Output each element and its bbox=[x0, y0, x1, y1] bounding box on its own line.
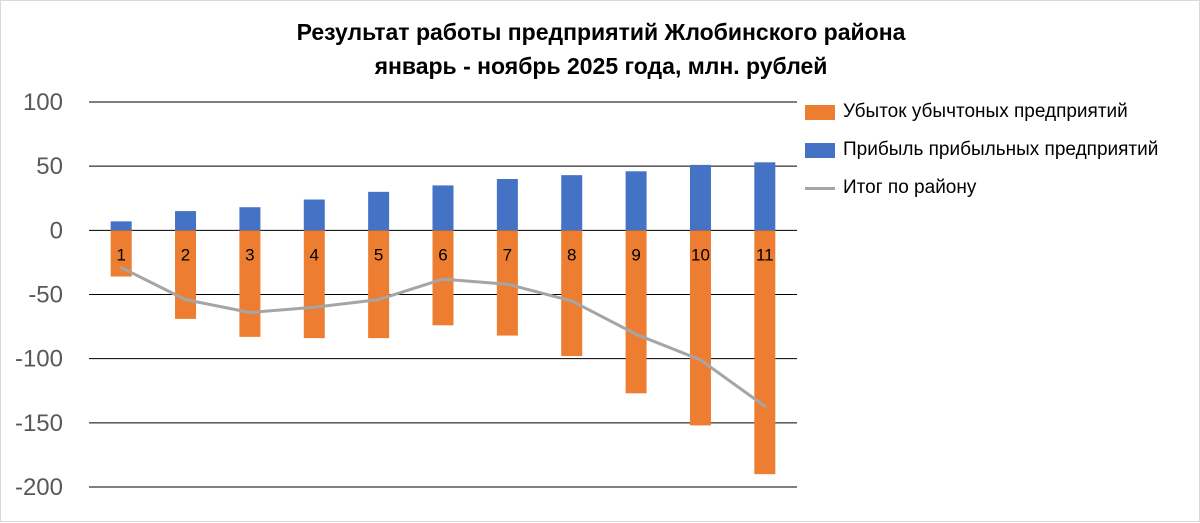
bar-loss bbox=[689, 230, 711, 426]
legend-label-profit: Прибыль прибыльных предприятий bbox=[843, 139, 1159, 160]
bar-profit bbox=[303, 199, 325, 231]
bar-loss bbox=[110, 230, 132, 277]
category-label: 1 bbox=[116, 245, 125, 264]
series-line-total bbox=[119, 266, 767, 408]
category-label: 10 bbox=[691, 245, 710, 264]
legend-item-profit: Прибыль прибыльных предприятий bbox=[805, 131, 1158, 169]
bar-profit bbox=[368, 191, 390, 231]
category-label: 6 bbox=[438, 245, 447, 264]
bar-loss bbox=[368, 230, 390, 339]
legend-swatch-loss bbox=[805, 104, 835, 120]
chart-title: Результат работы предприятий Жлобинского… bbox=[296, 19, 906, 45]
category-label: 7 bbox=[503, 245, 512, 264]
bar-loss bbox=[625, 230, 647, 394]
legend-label-total: Итог по району bbox=[843, 177, 977, 198]
legend-swatch-total bbox=[805, 186, 835, 190]
bar-loss bbox=[561, 230, 583, 357]
bar-loss bbox=[303, 230, 325, 339]
y-tick-label: -150 bbox=[15, 410, 63, 437]
legend-label-loss: Убыток убычтоных предприятий bbox=[843, 101, 1128, 122]
y-tick-label: 50 bbox=[36, 153, 63, 180]
bar-profit bbox=[754, 162, 776, 231]
bar-loss bbox=[754, 230, 776, 475]
chart-legend: Убыток убычтоных предприятий Прибыль при… bbox=[805, 93, 1158, 207]
legend-swatch-profit bbox=[805, 142, 835, 158]
y-tick-label: -100 bbox=[15, 346, 63, 373]
legend-item-total: Итог по району bbox=[805, 169, 1158, 207]
bar-profit bbox=[625, 171, 647, 231]
category-label: 9 bbox=[631, 245, 640, 264]
bar-profit bbox=[496, 179, 518, 231]
chart-title-block: Результат работы предприятий Жлобинского… bbox=[1, 15, 1200, 83]
category-label: 4 bbox=[310, 245, 319, 264]
category-label: 2 bbox=[181, 245, 190, 264]
bar-profit bbox=[561, 175, 583, 231]
legend-item-loss: Убыток убычтоных предприятий bbox=[805, 93, 1158, 131]
chart-subtitle: январь - ноябрь 2025 года, млн. рублей bbox=[374, 53, 828, 79]
y-tick-label: -200 bbox=[15, 474, 63, 501]
y-tick-label: -50 bbox=[28, 282, 63, 309]
category-label: 3 bbox=[245, 245, 254, 264]
category-label: 11 bbox=[756, 245, 774, 264]
bar-profit bbox=[689, 164, 711, 231]
y-tick-label: 0 bbox=[50, 217, 63, 244]
bar-profit bbox=[239, 207, 261, 231]
category-label: 5 bbox=[374, 245, 383, 264]
bar-profit bbox=[175, 211, 197, 231]
category-label: 8 bbox=[567, 245, 576, 264]
bar-profit bbox=[432, 185, 454, 231]
bar-loss bbox=[175, 230, 197, 319]
bar-profit bbox=[110, 221, 132, 231]
y-tick-label: 100 bbox=[23, 89, 63, 116]
